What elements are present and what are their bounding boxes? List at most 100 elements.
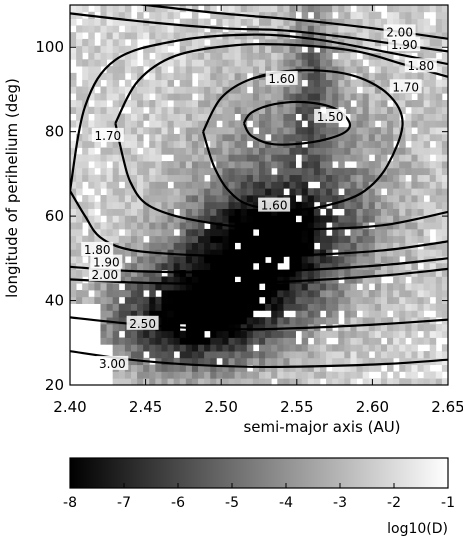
density-cell <box>380 262 388 271</box>
density-cell <box>417 188 425 196</box>
density-cell <box>228 256 236 264</box>
density-cell <box>143 296 150 304</box>
density-cell <box>240 317 248 325</box>
density-cell <box>167 283 175 291</box>
density-cell <box>222 52 229 60</box>
density-cell <box>198 283 205 291</box>
density-cell <box>112 167 120 176</box>
density-cell <box>265 167 272 176</box>
density-cell <box>326 72 333 81</box>
density-cell <box>155 72 162 81</box>
density-cell <box>130 32 138 40</box>
density-cell <box>179 52 187 60</box>
density-cell <box>356 208 364 216</box>
density-cell <box>405 5 412 13</box>
density-cell <box>143 276 150 284</box>
density-cell <box>319 181 327 189</box>
density-cell <box>277 242 284 250</box>
density-cell <box>106 113 114 121</box>
density-cell <box>393 317 400 325</box>
density-cell <box>423 133 431 142</box>
density-cell <box>362 18 370 26</box>
density-cell <box>259 133 266 142</box>
density-cell <box>356 38 364 47</box>
density-cell <box>356 215 364 223</box>
density-cell <box>380 208 388 216</box>
density-cell <box>405 167 412 176</box>
density-cell <box>423 79 431 87</box>
density-cell <box>252 52 260 60</box>
density-cell <box>222 5 229 13</box>
density-cell <box>265 357 272 366</box>
density-cell <box>216 371 223 379</box>
density-cell <box>179 161 187 169</box>
density-cell <box>356 276 364 284</box>
density-cell <box>88 32 95 40</box>
density-cell <box>252 100 260 108</box>
density-cell <box>405 201 412 209</box>
density-cell <box>246 262 254 271</box>
density-cell <box>423 235 431 243</box>
density-cell <box>283 120 290 128</box>
density-cell <box>216 344 223 352</box>
density-cell <box>295 269 303 277</box>
density-cell <box>338 228 345 237</box>
density-cell <box>393 344 400 352</box>
density-cell <box>265 249 272 257</box>
density-cell <box>307 72 315 81</box>
density-cell <box>173 147 181 155</box>
density-cell <box>429 38 437 47</box>
density-cell <box>319 52 327 60</box>
density-cell <box>356 188 364 196</box>
density-cell <box>380 330 388 338</box>
density-cell <box>399 66 406 74</box>
density-cell <box>210 249 217 257</box>
density-cell <box>191 181 199 189</box>
density-cell <box>368 228 376 237</box>
density-cell <box>332 364 339 372</box>
density-cell <box>374 235 382 243</box>
density-cell <box>277 249 284 257</box>
y-tick-label: 100 <box>35 38 64 56</box>
density-cell <box>88 154 95 162</box>
density-cell <box>283 93 290 101</box>
density-cell <box>313 11 321 19</box>
density-cell <box>295 364 303 372</box>
density-cell <box>100 86 107 94</box>
x-tick-label: 2.55 <box>280 398 313 416</box>
density-cell <box>228 235 236 243</box>
density-cell <box>326 290 333 298</box>
density-cell <box>137 161 144 169</box>
density-cell <box>112 59 120 67</box>
density-cell <box>76 222 83 230</box>
density-cell <box>106 323 114 332</box>
density-cell <box>252 174 260 182</box>
density-cell <box>198 120 205 128</box>
density-cell <box>70 188 77 196</box>
density-cell <box>100 32 107 40</box>
density-cell <box>137 310 144 318</box>
density-cell <box>374 59 382 67</box>
density-cell <box>124 11 132 19</box>
density-cell <box>112 147 120 155</box>
density-cell <box>118 72 126 81</box>
density-cell <box>246 188 254 196</box>
density-cell <box>405 242 412 250</box>
density-cell <box>283 167 290 176</box>
density-cell <box>198 195 205 203</box>
y-tick-label: 40 <box>45 292 64 310</box>
density-cell <box>441 262 448 271</box>
density-cell <box>216 208 223 216</box>
density-cell <box>307 303 315 311</box>
density-cell <box>191 100 199 108</box>
density-cell <box>216 249 223 257</box>
density-cell <box>393 290 400 298</box>
density-cell <box>149 337 156 345</box>
density-cell <box>118 249 126 257</box>
density-cell <box>319 317 327 325</box>
density-cell <box>143 303 150 311</box>
density-cell <box>271 283 278 291</box>
density-cell <box>380 378 388 385</box>
density-cell <box>368 32 376 40</box>
density-cell <box>265 337 272 345</box>
